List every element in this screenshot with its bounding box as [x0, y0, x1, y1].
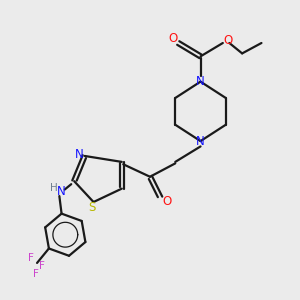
Text: O: O [168, 32, 178, 45]
Text: N: N [196, 135, 205, 148]
Text: S: S [88, 201, 96, 214]
Text: O: O [162, 195, 172, 208]
Text: F: F [28, 254, 34, 263]
Text: N: N [57, 185, 66, 198]
Text: F: F [33, 269, 38, 279]
Text: O: O [224, 34, 233, 46]
Text: N: N [75, 148, 84, 161]
Text: F: F [40, 261, 45, 271]
Text: H: H [50, 183, 57, 193]
Text: N: N [196, 75, 205, 88]
